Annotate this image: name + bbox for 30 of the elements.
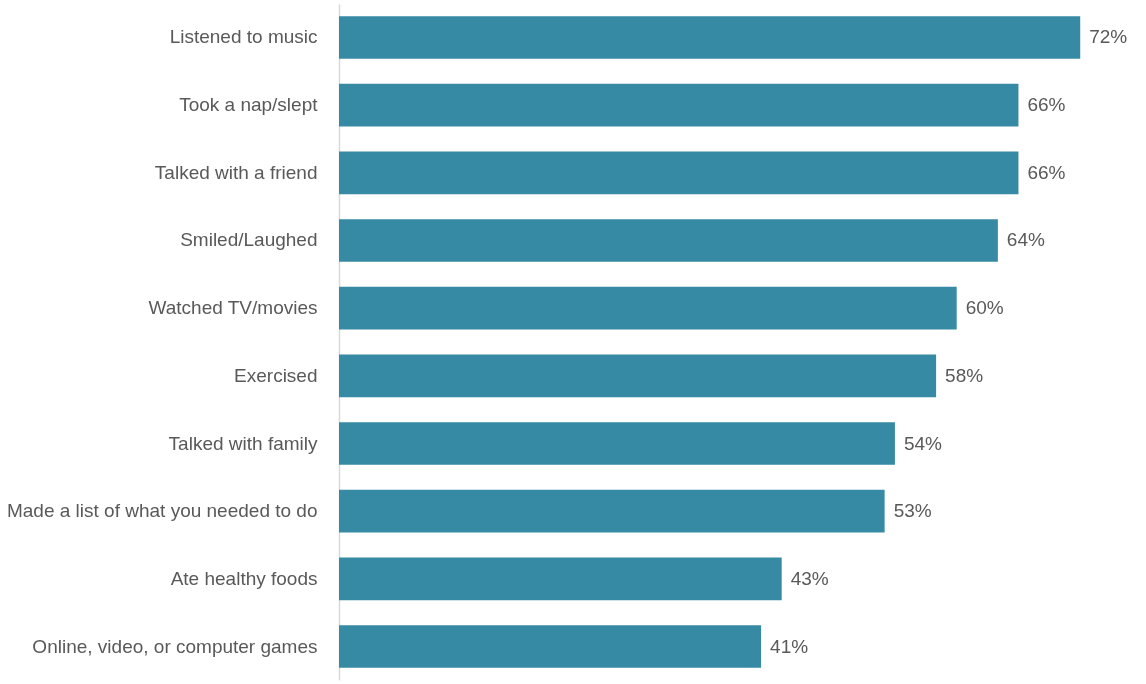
data-label: 58%: [945, 364, 984, 386]
data-label: 60%: [965, 297, 1004, 319]
bar: [339, 422, 895, 465]
y-tick-label: Exercised: [234, 364, 318, 386]
y-tick-label: Talked with a friend: [154, 161, 318, 183]
y-tick-label: Made a list of what you needed to do: [6, 500, 318, 522]
y-tick-label: Talked with family: [168, 432, 318, 454]
y-tick-label: Ate healthy foods: [170, 567, 318, 589]
bar: [339, 16, 1081, 59]
data-label: 41%: [770, 635, 809, 657]
bar: [339, 489, 885, 533]
data-label: 64%: [1006, 229, 1046, 251]
bar: [339, 625, 762, 668]
y-tick-label: Took a nap/slept: [179, 94, 319, 116]
data-label: 53%: [893, 500, 932, 522]
data-label: 66%: [1027, 161, 1066, 183]
data-label: 54%: [903, 432, 943, 454]
bar: [339, 151, 1019, 195]
bar: [339, 83, 1019, 127]
y-tick-label: Watched TV/movies: [148, 297, 318, 319]
bar: [339, 557, 782, 601]
y-tick-label: Listened to music: [169, 26, 318, 48]
y-tick-label: Smiled/Laughed: [180, 229, 318, 251]
bar: [339, 219, 998, 262]
data-label: 43%: [790, 567, 829, 589]
bar: [339, 354, 937, 398]
y-tick-label: Online, video, or computer games: [32, 635, 318, 657]
bar: [339, 286, 957, 330]
data-label: 72%: [1089, 26, 1128, 48]
data-label: 66%: [1027, 94, 1066, 116]
